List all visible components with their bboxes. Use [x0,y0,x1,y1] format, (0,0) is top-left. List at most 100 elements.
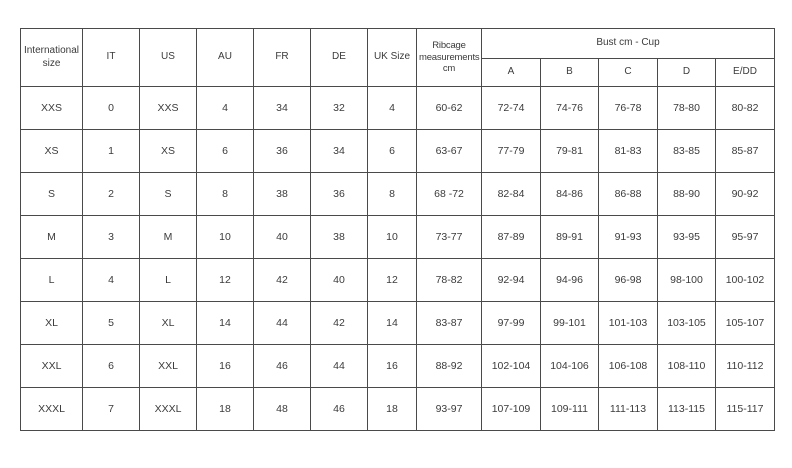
table-cell: 103-105 [657,301,716,345]
row-size-label-cell: L [20,258,83,302]
table-cell: 32 [310,86,368,130]
header-row-top: International size IT US AU FR DE UK Siz… [20,28,775,87]
col-header-us: US [139,28,197,87]
table-cell: S [139,172,197,216]
table-cell: M [139,215,197,259]
table-row: XXL 6 XXL 16 46 44 16 88-92 102-104 104-106 106-10… [20,344,775,388]
table-cell: 88-90 [657,172,716,216]
row-size-label-cell: S [20,172,83,216]
table-cell: 12 [367,258,417,302]
table-cell: 82-84 [481,172,541,216]
table-cell: 42 [310,301,368,345]
table-cell: 14 [196,301,254,345]
table-cell: L [139,258,197,302]
table-cell: 46 [310,387,368,431]
table-cell: 10 [196,215,254,259]
table-row: XXS 0 XXS 4 34 32 4 60-62 72-74 74-76 76-78 78-80 80… [20,86,775,130]
table-cell: 111-113 [598,387,658,431]
table-cell: 72-74 [481,86,541,130]
table-cell: XXL [139,344,197,388]
table-cell: 18 [367,387,417,431]
table-header: International size IT US AU FR DE UK Siz… [20,28,775,87]
table-cell: 40 [310,258,368,302]
col-header-cup-c: C [598,58,658,87]
row-size-label-cell: XS [20,129,83,173]
table-cell: 68 -72 [416,172,482,216]
table-cell: 91-93 [598,215,658,259]
table-cell: 10 [367,215,417,259]
table-cell: 44 [253,301,311,345]
table-cell: 63-67 [416,129,482,173]
table-cell: XXXL [139,387,197,431]
size-conversion-table: International size IT US AU FR DE UK Siz… [20,28,775,431]
table-cell: 94-96 [540,258,599,302]
table-cell: 84-86 [540,172,599,216]
table-cell: 78-82 [416,258,482,302]
table-cell: 98-100 [657,258,716,302]
table-cell: 34 [310,129,368,173]
row-size-label-cell: XXXL [20,387,83,431]
table-cell: 92-94 [481,258,541,302]
table-cell: 80-82 [715,86,775,130]
table-cell: 36 [310,172,368,216]
table-cell: 5 [82,301,140,345]
table-cell: 97-99 [481,301,541,345]
table-row: S 2 S 8 38 36 8 68 -72 82-84 84-86 86-88 88-90 90-92 [20,172,775,216]
table-cell: 83-87 [416,301,482,345]
header-row-cups: A B C D E/DD [21,58,775,87]
table-cell: 34 [253,86,311,130]
table-cell: 110-112 [715,344,775,388]
table-cell: 6 [196,129,254,173]
table-cell: 101-103 [598,301,658,345]
table-cell: 93-95 [657,215,716,259]
col-header-ribcage: Ribcage measurements cm [416,28,482,87]
table-cell: 88-92 [416,344,482,388]
table-cell: 14 [367,301,417,345]
row-size-label-cell: XL [20,301,83,345]
table-cell: 73-77 [416,215,482,259]
table-cell: 38 [310,215,368,259]
table-cell: XL [139,301,197,345]
col-header-au: AU [196,28,254,87]
table-cell: 93-97 [416,387,482,431]
table-cell: 3 [82,215,140,259]
col-header-de: DE [310,28,368,87]
table-cell: XS [139,129,197,173]
table-cell: 8 [367,172,417,216]
table-cell: XXS [139,86,197,130]
table-cell: 12 [196,258,254,302]
table-cell: 1 [82,129,140,173]
table-cell: 106-108 [598,344,658,388]
table-cell: 83-85 [657,129,716,173]
row-size-label-cell: M [20,215,83,259]
table-cell: 81-83 [598,129,658,173]
table-cell: 38 [253,172,311,216]
table-cell: 95-97 [715,215,775,259]
col-header-cup-d: D [657,58,716,87]
table-cell: 18 [196,387,254,431]
col-header-cup-b: B [540,58,599,87]
table-cell: 76-78 [598,86,658,130]
table-cell: 2 [82,172,140,216]
table-cell: 7 [82,387,140,431]
table-cell: 102-104 [481,344,541,388]
table-cell: 48 [253,387,311,431]
table-cell: 87-89 [481,215,541,259]
table-cell: 4 [367,86,417,130]
col-header-fr: FR [253,28,311,87]
table-cell: 107-109 [481,387,541,431]
table-cell: 16 [196,344,254,388]
table-cell: 40 [253,215,311,259]
table-cell: 108-110 [657,344,716,388]
table-cell: 36 [253,129,311,173]
table-cell: 4 [82,258,140,302]
table-cell: 89-91 [540,215,599,259]
col-header-cup-a: A [481,58,541,87]
col-header-cup-edd: E/DD [715,58,775,87]
table-cell: 113-115 [657,387,716,431]
table-cell: 79-81 [540,129,599,173]
table-row: M 3 M 10 40 38 10 73-77 87-89 89-91 91-93 93-95 95-9… [20,215,775,259]
table-cell: 77-79 [481,129,541,173]
table-cell: 0 [82,86,140,130]
